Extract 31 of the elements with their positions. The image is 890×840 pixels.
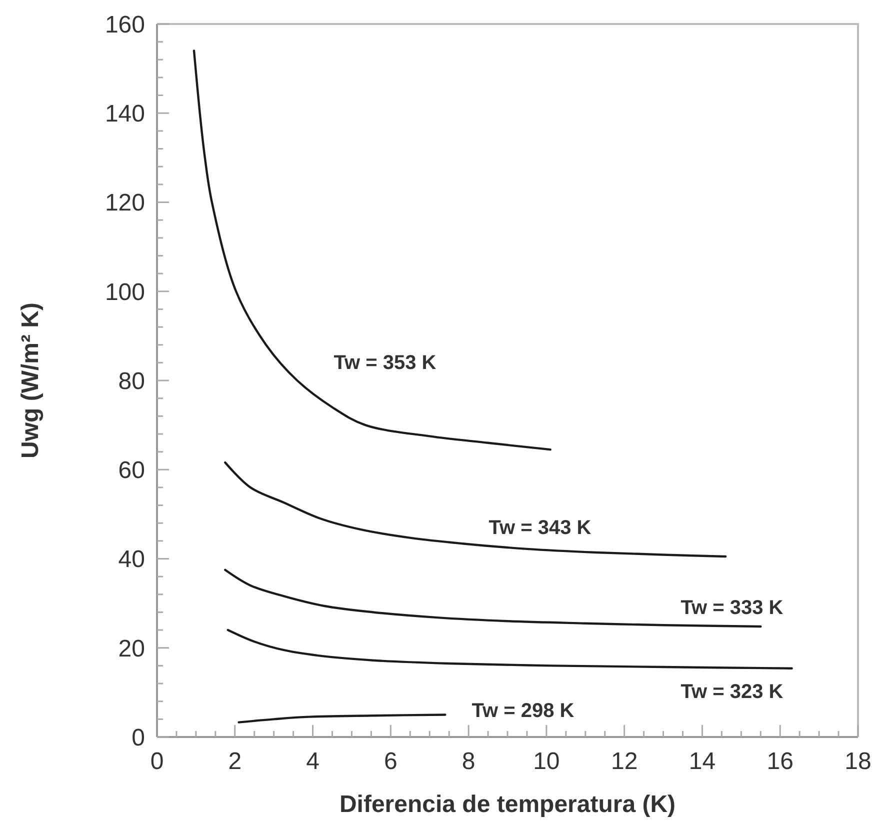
series-label: Tw = 353 K — [334, 352, 437, 374]
series-label: Tw = 343 K — [488, 517, 592, 539]
y-axis-title: Uwg (W/m² K) — [17, 302, 44, 458]
line-series — [224, 568, 762, 628]
series-label: Tw = 298 K — [472, 700, 575, 722]
series-label: Tw = 323 K — [680, 681, 784, 703]
x-axis-title: Diferencia de temperatura (K) — [339, 791, 676, 818]
x-tick-label: 18 — [844, 748, 872, 775]
line-series — [192, 50, 552, 451]
y-tick-label: 20 — [118, 635, 145, 662]
line-series — [224, 461, 727, 558]
series-label: Tw = 333 K — [680, 597, 784, 619]
x-tick-label: 10 — [533, 748, 560, 775]
y-tick-label: 140 — [104, 100, 145, 128]
x-tick-label: 16 — [766, 748, 794, 775]
x-tick-label: 4 — [306, 748, 320, 775]
y-tick-label: 80 — [118, 368, 145, 395]
x-tick-label: 12 — [610, 748, 638, 775]
y-tick-label: 40 — [118, 546, 145, 574]
line-series — [238, 714, 446, 724]
x-tick-label: 6 — [384, 748, 398, 775]
y-tick-label: 0 — [132, 724, 145, 752]
x-tick-label: 0 — [150, 748, 164, 775]
x-tick-label: 2 — [228, 748, 242, 775]
y-tick-label: 100 — [104, 278, 145, 306]
y-tick-label: 160 — [104, 11, 145, 38]
line-series — [226, 628, 793, 670]
x-tick-label: 14 — [688, 748, 716, 775]
x-tick-label: 8 — [462, 748, 476, 775]
y-tick-label: 60 — [118, 457, 145, 484]
y-tick-label: 120 — [104, 190, 145, 217]
